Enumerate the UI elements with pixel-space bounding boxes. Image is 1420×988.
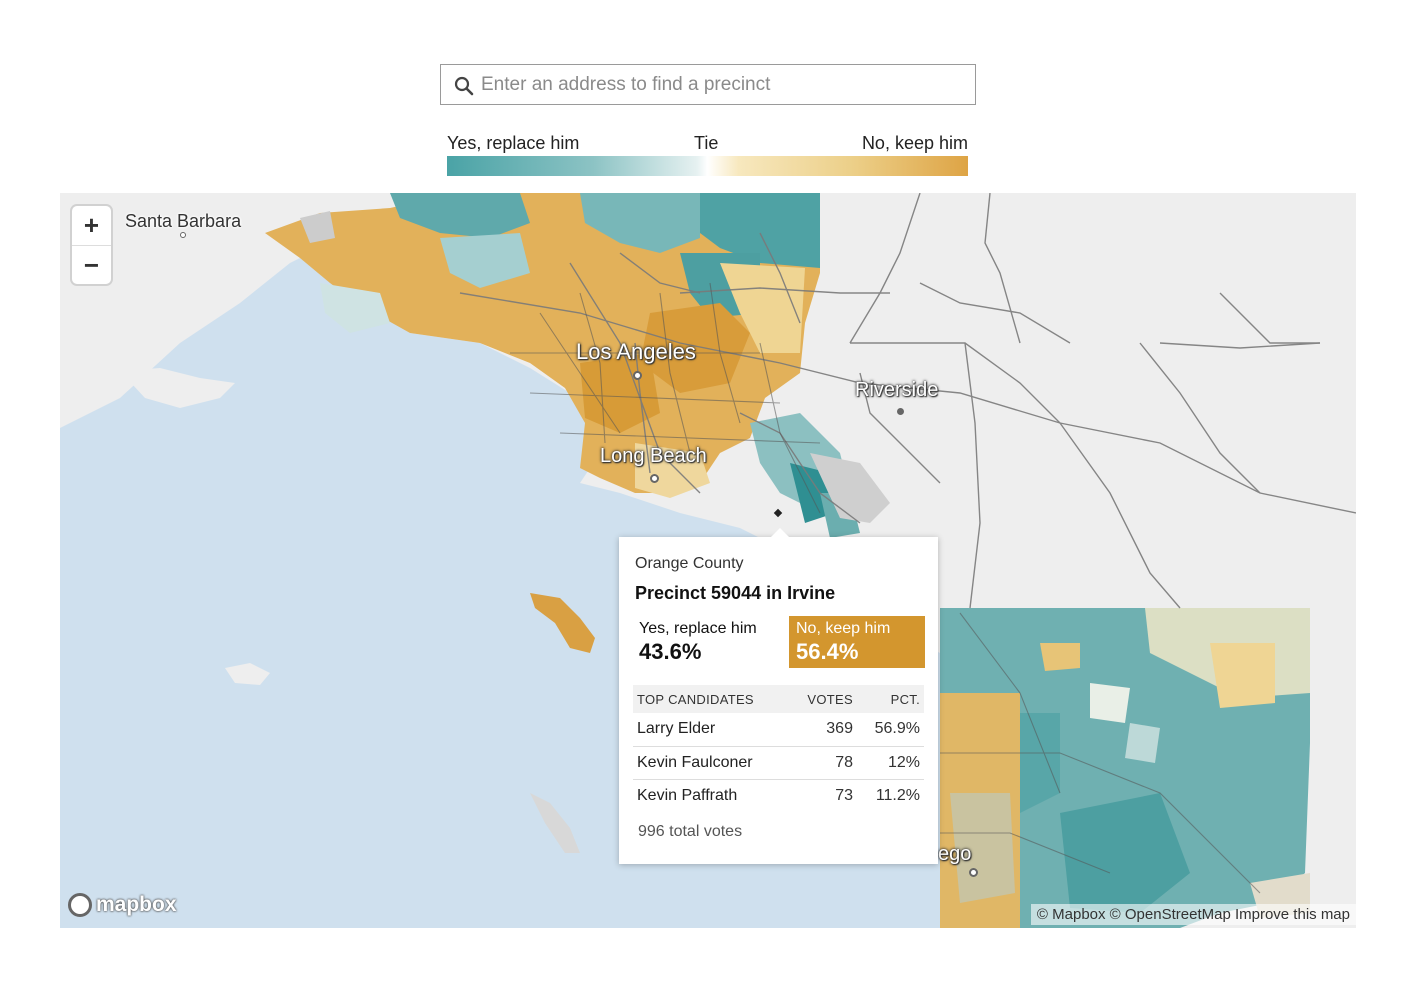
result-no-label: No, keep him xyxy=(796,620,891,637)
candidate-name: Kevin Faulconer xyxy=(633,746,790,780)
popup-pointer xyxy=(771,528,789,537)
legend-gradient-bar xyxy=(447,156,968,176)
candidate-pct: 56.9% xyxy=(856,713,924,747)
popup-county: Orange County xyxy=(635,555,744,572)
candidate-pct: 12% xyxy=(856,746,924,780)
precinct-popup: Orange County Precinct 59044 in Irvine Y… xyxy=(619,528,938,864)
zoom-out-button[interactable]: − xyxy=(72,245,111,284)
search-icon xyxy=(454,76,474,96)
result-no-value: 56.4% xyxy=(796,639,859,664)
table-row: Kevin Paffrath 73 11.2% xyxy=(633,779,924,812)
table-row: Larry Elder 369 56.9% xyxy=(633,713,924,747)
mapbox-logo-text: mapbox xyxy=(96,893,177,916)
popup-title: Precinct 59044 in Irvine xyxy=(635,583,836,603)
place-label-santa-barbara: Santa Barbara xyxy=(125,211,242,231)
place-label-san-diego: ego xyxy=(938,843,972,865)
place-label-los-angeles: Los Angeles xyxy=(576,339,696,364)
result-yes: Yes, replace him 43.6% xyxy=(639,620,757,665)
city-dot xyxy=(969,868,978,877)
city-dot xyxy=(897,408,904,415)
result-yes-value: 43.6% xyxy=(639,639,702,664)
candidate-votes: 369 xyxy=(789,713,857,747)
zoom-in-button[interactable]: + xyxy=(83,210,100,240)
map-attribution[interactable]: © Mapbox © OpenStreetMap Improve this ma… xyxy=(1030,904,1356,925)
island xyxy=(120,368,235,408)
header-votes: VOTES xyxy=(789,685,857,713)
candidate-votes: 73 xyxy=(835,786,853,804)
search-input[interactable] xyxy=(481,65,971,104)
result-yes-label: Yes, replace him xyxy=(639,620,757,637)
place-label-riverside: Riverside xyxy=(855,379,939,401)
city-dot xyxy=(633,371,642,380)
color-legend: Yes, replace him Tie No, keep him xyxy=(447,130,968,178)
legend-no-label: No, keep him xyxy=(861,133,968,153)
place-label-long-beach: Long Beach xyxy=(600,445,707,467)
candidate-name: Larry Elder xyxy=(633,713,790,747)
mapbox-logo-icon xyxy=(68,893,92,917)
candidate-name: Kevin Paffrath xyxy=(637,786,738,804)
island xyxy=(225,663,270,685)
mapbox-logo[interactable]: mapbox xyxy=(68,893,177,917)
candidates-table: TOP CANDIDATES VOTES PCT. Larry Elder 36… xyxy=(633,685,924,812)
header-pct: PCT. xyxy=(856,685,924,713)
legend-tie-label: Tie xyxy=(694,133,719,153)
candidate-votes: 78 xyxy=(789,746,857,780)
table-header-row: TOP CANDIDATES VOTES PCT. xyxy=(633,685,924,713)
city-dot xyxy=(180,232,186,238)
total-votes: 996 total votes xyxy=(638,823,743,840)
city-dot xyxy=(650,474,659,483)
result-no: No, keep him 56.4% xyxy=(789,616,925,668)
table-row: Kevin Faulconer 78 12% xyxy=(633,746,924,780)
address-search xyxy=(440,64,976,105)
legend-yes-label: Yes, replace him xyxy=(447,133,580,153)
candidate-pct: 11.2% xyxy=(875,786,920,804)
map-canvas xyxy=(60,193,1356,928)
island xyxy=(530,793,580,853)
zoom-controls: + − xyxy=(72,206,111,284)
catalina-island xyxy=(530,593,595,653)
header-candidates: TOP CANDIDATES xyxy=(633,685,790,713)
